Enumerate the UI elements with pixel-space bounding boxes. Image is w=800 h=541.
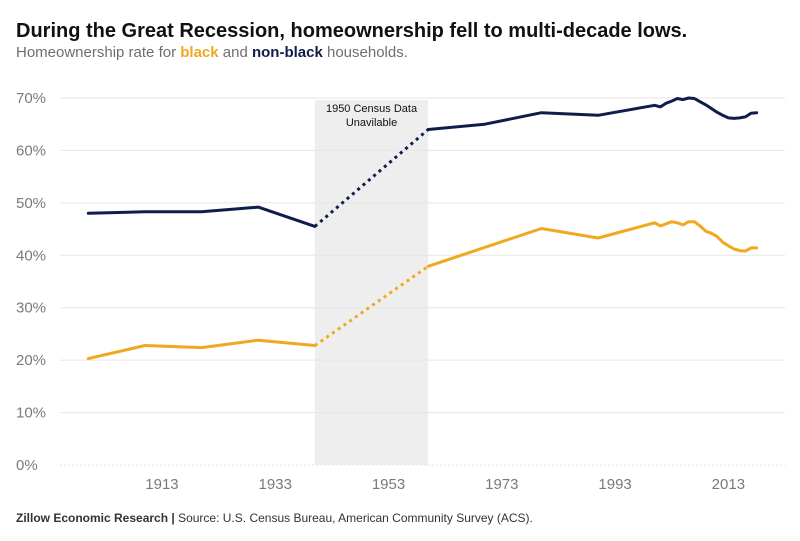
x-tick-label: 1993 — [598, 476, 631, 493]
series-black-line-late — [426, 220, 759, 268]
y-tick-label: 20% — [16, 352, 46, 369]
series-black-line-gap — [314, 265, 430, 347]
census-note: 1950 Census Data Unavilable — [326, 103, 418, 129]
x-tick-label: 1953 — [372, 476, 405, 493]
y-axis: 0% 10% 20% 30% 40% 50% 60% 70% — [16, 90, 46, 474]
footer-source: Source: U.S. Census Bureau, American Com… — [178, 511, 533, 525]
y-tick-label: 60% — [16, 142, 46, 159]
gridlines — [60, 97, 785, 466]
y-tick-label: 40% — [16, 247, 46, 264]
census-gap-region — [314, 100, 429, 465]
chart-title: During the Great Recession, homeownershi… — [16, 20, 688, 42]
x-tick-label: 1913 — [145, 476, 178, 493]
series-non-black-line-late — [426, 96, 759, 131]
census-note-line-1: 1950 Census Data — [326, 103, 418, 115]
y-tick-label: 30% — [16, 300, 46, 317]
chart-footer: Zillow Economic Research | Source: U.S. … — [16, 511, 533, 525]
subtitle-mid: and — [218, 44, 252, 61]
y-tick-label: 70% — [16, 90, 46, 107]
x-tick-label: 2013 — [712, 476, 745, 493]
series-lines — [86, 96, 759, 361]
y-tick-label: 0% — [16, 457, 38, 474]
chart-subtitle: Homeownership rate for black and non-bla… — [16, 44, 408, 61]
series-non-black-line-early — [86, 205, 317, 228]
y-tick-label: 50% — [16, 195, 46, 212]
footer-separator: | — [168, 511, 179, 525]
x-tick-label: 1973 — [485, 476, 518, 493]
census-note-line-2: Unavilable — [346, 117, 397, 129]
x-tick-label: 1933 — [259, 476, 292, 493]
shaded-region-layer — [314, 100, 429, 465]
legend-non-black: non-black — [251, 44, 323, 61]
subtitle-suffix: households. — [322, 44, 408, 61]
footer-org: Zillow Economic Research — [16, 511, 169, 525]
series-black-line-early — [86, 338, 317, 361]
x-axis: 1913 1933 1953 1973 1993 2013 — [145, 476, 745, 493]
legend-black: black — [180, 44, 219, 61]
y-tick-label: 10% — [16, 405, 46, 422]
subtitle-prefix: Homeownership rate for — [16, 44, 181, 61]
